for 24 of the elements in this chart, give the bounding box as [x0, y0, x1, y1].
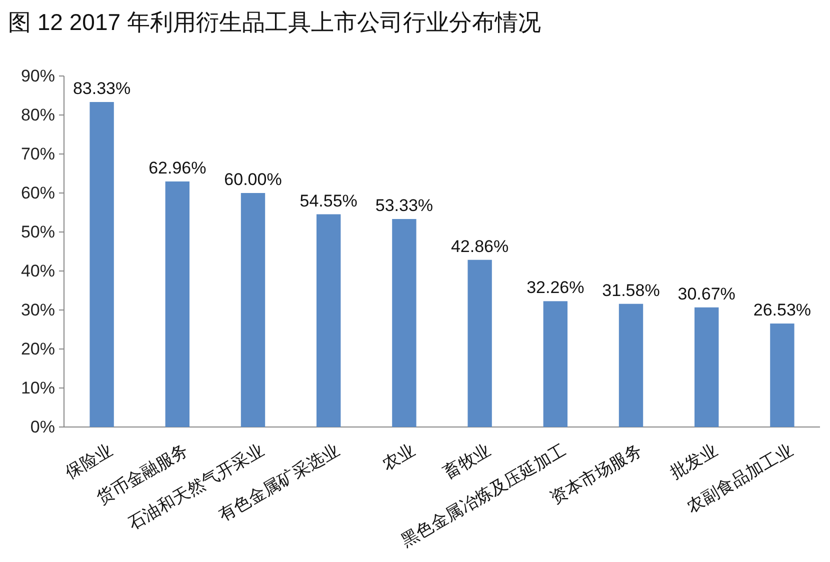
data-label: 54.55%: [300, 191, 358, 210]
y-tick-label: 70%: [20, 144, 55, 164]
data-label: 26.53%: [753, 300, 812, 320]
y-tick-label: 20%: [20, 340, 55, 358]
data-label: 60.00%: [224, 170, 282, 189]
y-tick-label: 10%: [20, 378, 55, 398]
y-tick-label: 90%: [20, 66, 55, 86]
x-tick-label: 保险业: [62, 440, 116, 482]
data-label: 30.67%: [678, 284, 736, 304]
x-tick-label: 批发业: [666, 440, 721, 482]
y-tick-label: 0%: [30, 418, 55, 436]
title: 图 12 2017 年利用衍生品工具上市公司行业分布情况: [8, 9, 541, 35]
y-tick-label: 60%: [20, 184, 55, 202]
data-label: 31.58%: [602, 280, 660, 300]
y-tick-label: 80%: [20, 106, 55, 124]
y-tick-label: 50%: [20, 222, 55, 242]
x-tick-label: 农业: [379, 440, 418, 474]
data-label: 53.33%: [375, 196, 434, 216]
y-tick-label: 30%: [20, 300, 55, 320]
data-label: 32.26%: [526, 278, 584, 298]
y-tick-label: 40%: [20, 262, 55, 280]
data-label: 42.86%: [450, 236, 509, 256]
data-label: 83.33%: [72, 79, 131, 98]
data-label: 62.96%: [148, 158, 206, 178]
